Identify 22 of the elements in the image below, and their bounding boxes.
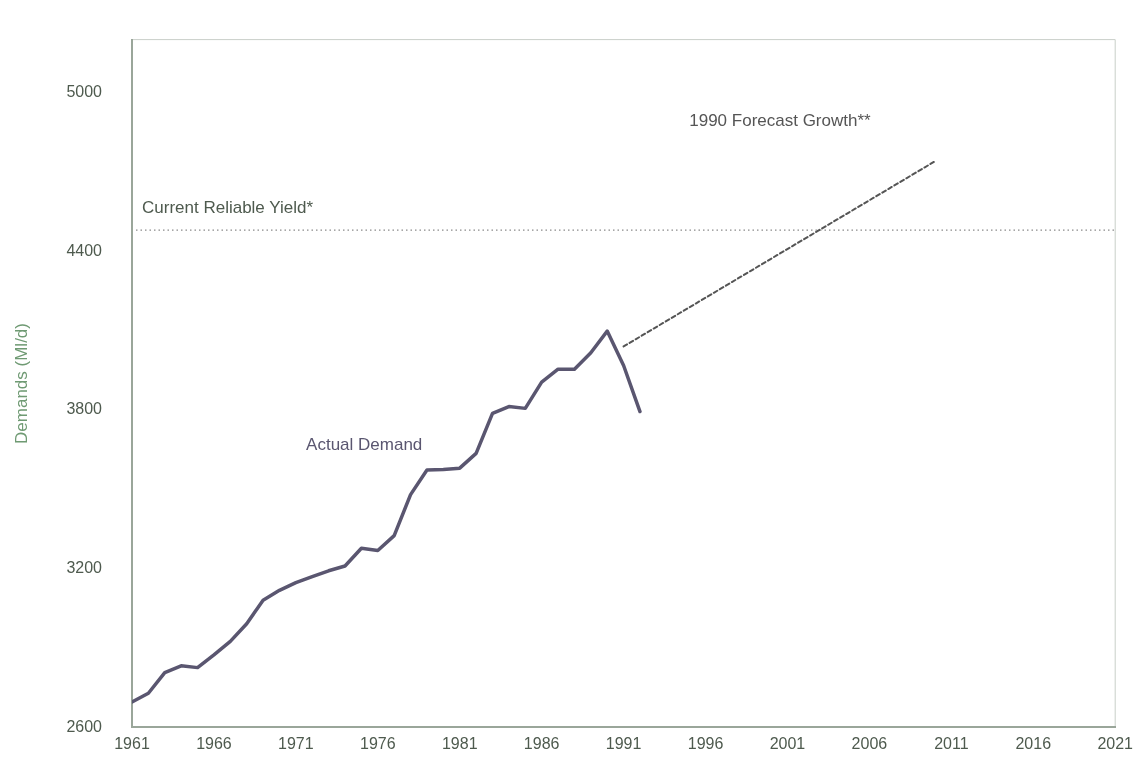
x-tick-label: 2001 [769, 735, 806, 753]
y-tick-label: 4400 [66, 241, 103, 259]
x-tick-label: 2011 [934, 735, 969, 753]
x-tick-label: 1961 [114, 735, 150, 753]
x-tick-label: 1971 [278, 735, 314, 753]
x-tick-label: 1981 [441, 735, 478, 753]
y-tick-label: 3200 [66, 559, 103, 577]
y-tick-label: 2600 [66, 717, 103, 735]
y-tick-label: 5000 [66, 82, 103, 100]
x-tick-label: 2021 [1097, 735, 1134, 753]
x-tick-label: 2006 [851, 735, 888, 753]
series-label: Actual Demand [306, 435, 423, 455]
text: 1990 Forecast Growth** [689, 110, 872, 130]
x-tick-label: 1966 [196, 735, 232, 753]
y-tick-label: 3800 [66, 400, 103, 418]
x-tick-label: 2016 [1015, 735, 1052, 753]
x-tick-label: 1976 [360, 735, 396, 753]
y-axis-title: Demands (Ml/d) [11, 323, 31, 444]
x-tick-label: 1996 [687, 735, 724, 753]
x-tick-label: 1991 [605, 735, 642, 753]
ref-line-label: Current Reliable Yield* [141, 197, 314, 217]
x-tick-label: 1986 [523, 735, 560, 753]
